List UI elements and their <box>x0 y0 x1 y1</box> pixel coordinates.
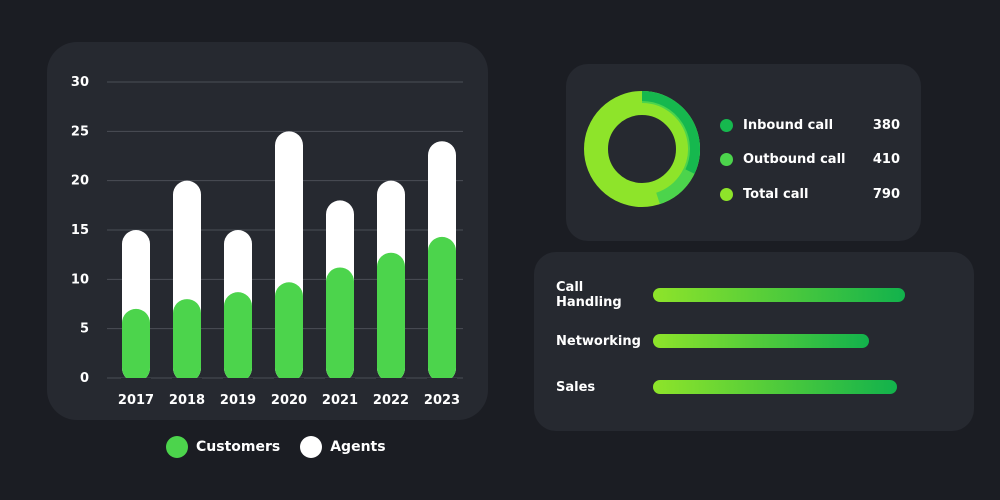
bar-customers-2017[interactable] <box>122 308 150 382</box>
bar-base-mask <box>274 378 304 386</box>
skill-row-sales: Sales <box>556 377 956 397</box>
call-row-inbound: Inbound call 380 <box>720 108 900 143</box>
legend-label-customers: Customers <box>196 439 281 455</box>
bar-base-mask <box>325 378 355 386</box>
x-tick-label-2023: 2023 <box>424 393 460 408</box>
skill-track-sales <box>653 380 913 394</box>
y-tick-label-20: 20 <box>71 174 89 189</box>
outbound-label: Outbound call <box>743 152 846 168</box>
skill-row-networking: Networking <box>556 331 956 351</box>
legend-swatch-agents <box>300 436 323 458</box>
chart-legend: Customers Agents <box>166 436 396 458</box>
donut-segment-inbound[interactable] <box>641 91 700 174</box>
x-tick-label-2021: 2021 <box>322 393 358 408</box>
bar-chart: 0 5 10 15 20 25 30 2017 2018 2019 2020 2021 2022 2023 <box>71 75 463 408</box>
skill-track-call-handling <box>653 288 913 302</box>
x-tick-label-2019: 2019 <box>220 393 256 408</box>
x-tick-label-2020: 2020 <box>271 393 307 408</box>
outbound-value: 410 <box>872 152 900 168</box>
skill-label-sales: Sales <box>556 379 596 395</box>
skill-bar-call-handling <box>653 288 906 302</box>
legend-swatch-customers <box>166 436 188 458</box>
total-dot <box>720 187 733 201</box>
legend-item-agents[interactable]: Agents <box>300 436 386 458</box>
bar-chart-card: 0 5 10 15 20 25 30 2017 2018 2019 2020 2021 2022 2023 <box>47 42 488 420</box>
inbound-dot <box>720 118 733 132</box>
bar-base-mask <box>121 378 151 386</box>
y-tick-label-15: 15 <box>71 223 89 238</box>
bar-customers-2019[interactable] <box>224 292 252 382</box>
x-tick-label-2022: 2022 <box>373 393 409 408</box>
y-tick-label-0: 0 <box>80 371 89 386</box>
skill-label-networking: Networking <box>556 333 641 349</box>
legend-item-customers[interactable]: Customers <box>166 436 280 458</box>
outbound-dot <box>720 153 733 167</box>
skills-card: Call Handling Networking Sales <box>534 252 974 431</box>
bar-customers-2018[interactable] <box>173 299 201 382</box>
bar-base-mask <box>376 378 406 386</box>
inbound-label: Inbound call <box>743 117 834 133</box>
bar-base-mask <box>172 378 202 386</box>
skill-row-call-handling: Call Handling <box>556 280 956 310</box>
legend-label-agents: Agents <box>330 439 386 455</box>
skill-bar-sales <box>653 380 898 394</box>
skill-track-networking <box>653 334 913 348</box>
bar-base-mask <box>427 378 457 386</box>
skill-bar-networking <box>653 334 869 348</box>
y-tick-label-5: 5 <box>80 322 89 337</box>
y-tick-label-30: 30 <box>71 75 89 90</box>
y-tick-label-10: 10 <box>71 272 89 287</box>
call-donut-card: Inbound call 380 Outbound call 410 Total… <box>566 64 921 241</box>
donut-ring-total <box>584 91 700 207</box>
bar-customers-2022[interactable] <box>377 252 405 382</box>
call-donut-chart <box>584 91 700 207</box>
total-value: 790 <box>872 186 900 202</box>
x-tick-label-2018: 2018 <box>169 393 205 408</box>
bar-customers-2023[interactable] <box>428 236 456 382</box>
bar-customers-2021[interactable] <box>326 267 354 382</box>
bar-base-mask <box>223 378 253 386</box>
inbound-value: 380 <box>872 117 900 133</box>
y-tick-label-25: 25 <box>71 124 89 139</box>
call-stats-list: Inbound call 380 Outbound call 410 Total… <box>720 108 900 212</box>
bar-customers-2020[interactable] <box>275 282 303 382</box>
call-row-outbound: Outbound call 410 <box>720 143 900 178</box>
total-label: Total call <box>743 186 809 202</box>
x-tick-label-2017: 2017 <box>118 393 154 408</box>
skill-label-call-handling: Call Handling <box>556 280 622 310</box>
call-row-total: Total call 790 <box>720 177 900 212</box>
